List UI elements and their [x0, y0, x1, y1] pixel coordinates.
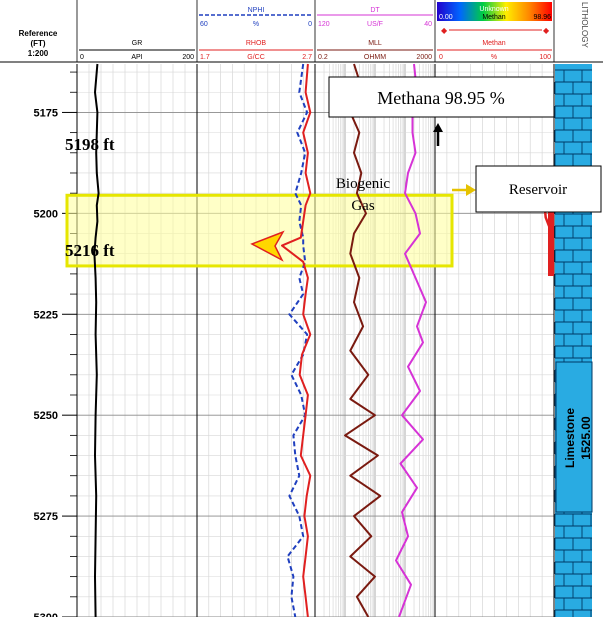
top-depth-label: 5198 ft	[65, 135, 115, 154]
scale-label: 1:200	[28, 49, 49, 58]
methan-marker-right-icon: ◆	[543, 26, 550, 35]
depth-tick-label: 5275	[34, 511, 58, 523]
depth-tick-label: 5175	[34, 107, 58, 119]
gr-name: GR	[132, 40, 143, 47]
reservoir-callout-box	[475, 165, 602, 213]
zone-label-line2: Gas	[351, 198, 374, 214]
log-header: Reference (FT) 1:200 GR 0 API 200 NPHI 6…	[0, 0, 603, 63]
nphi-max: 0	[308, 21, 312, 28]
reference-label: Reference	[19, 29, 58, 38]
methan-band-name: Methan	[482, 14, 505, 21]
bottom-depth-label: 5216 ft	[65, 241, 115, 260]
mll-min: 0.2	[318, 54, 328, 61]
rhob-unit: G/CC	[247, 54, 265, 61]
methan-max: 100	[539, 54, 551, 61]
methan-name: Methan	[482, 40, 505, 47]
mll-name: MLL	[368, 40, 382, 47]
red-flag-bar	[548, 198, 554, 276]
nphi-curve	[286, 63, 309, 617]
depth-tick-label: 5300	[34, 612, 58, 617]
methan-color-bar	[437, 2, 552, 21]
unknown-max: 98.96	[533, 14, 551, 21]
mll-max: 2000	[416, 54, 432, 61]
zone-label-line1: Biogenic	[336, 176, 390, 192]
methan-unit: %	[491, 54, 497, 61]
lithology-value: 1525.00	[579, 416, 593, 460]
gr-unit: API	[131, 54, 142, 61]
nphi-unit: %	[253, 21, 259, 28]
methane-arrowhead-icon	[433, 123, 443, 132]
methane-callout-box	[328, 76, 555, 118]
dt-unit: US/F	[367, 21, 383, 28]
annotations: 5198 ft 5216 ft Biogenic Gas Methana 98.…	[65, 76, 602, 260]
methane-callout-text: Methana 98.95 %	[377, 88, 504, 108]
gas-crossover-fill	[250, 230, 285, 262]
rhob-max: 2.7	[302, 54, 312, 61]
dt-curve	[395, 63, 427, 617]
depth-tick-label: 5225	[34, 309, 58, 321]
gr-curve	[93, 63, 100, 617]
dt-name: DT	[370, 7, 380, 14]
lithology-label: Limestone	[563, 408, 577, 468]
rhob-name: RHOB	[246, 40, 267, 47]
depth-tick-label: 5200	[34, 208, 58, 220]
reservoir-arrowhead-icon	[466, 184, 476, 196]
nphi-name: NPHI	[248, 7, 265, 14]
mll-curve	[344, 63, 382, 617]
nphi-min: 60	[200, 21, 208, 28]
methan-min: 0	[439, 54, 443, 61]
track-grid	[0, 64, 603, 617]
gr-max: 200	[182, 54, 194, 61]
depth-axis: 5175 5200 5225 5250 5275 5300	[34, 71, 77, 617]
lithology-column: Limestone 1525.00	[548, 64, 593, 617]
depth-tick-label: 5250	[34, 410, 58, 422]
lithology-header-label: LITHOLOGY	[580, 2, 589, 48]
unknown-name: Unknown	[479, 6, 508, 13]
dt-min: 120	[318, 21, 330, 28]
gr-min: 0	[80, 54, 84, 61]
mll-unit: OHMM	[364, 54, 386, 61]
reservoir-callout-text: Reservoir	[509, 182, 567, 198]
dt-max: 40	[424, 21, 432, 28]
biogenic-gas-zone	[65, 193, 454, 268]
methan-marker-left-icon: ◆	[441, 26, 448, 35]
unknown-min: 0.00	[439, 14, 453, 21]
rhob-curve	[281, 63, 312, 617]
unit-label: (FT)	[30, 39, 45, 48]
rhob-min: 1.7	[200, 54, 210, 61]
